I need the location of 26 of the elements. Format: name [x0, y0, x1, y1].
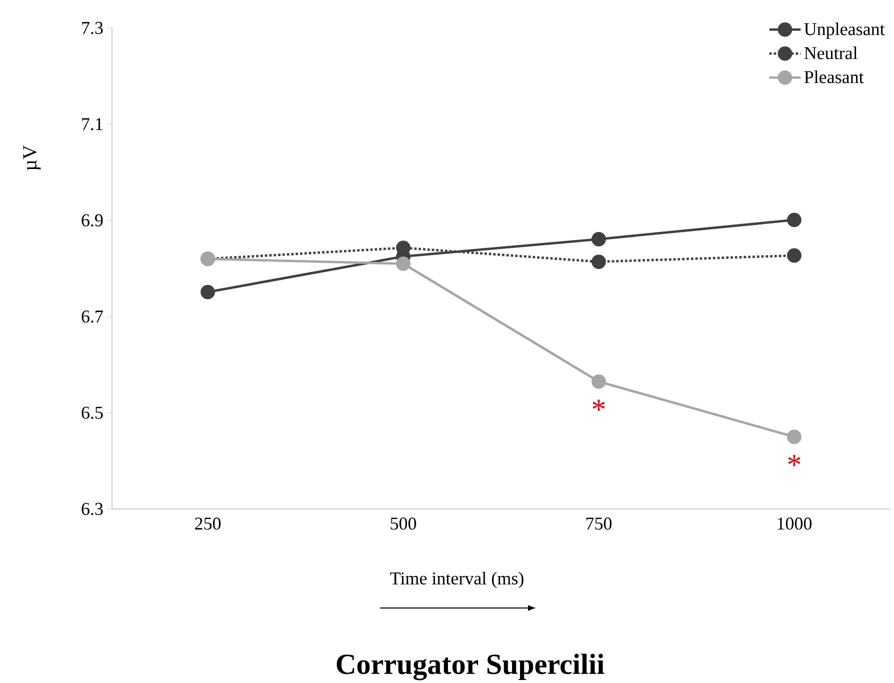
point [787, 212, 802, 228]
point [396, 256, 410, 271]
point [592, 232, 606, 246]
x-tick-label: 500 [390, 518, 416, 530]
y-tick-label: 6.3 [82, 502, 103, 516]
y-tick-label: 6.9 [82, 214, 103, 226]
y-tick-label: 6.5 [82, 406, 103, 419]
point [200, 284, 215, 300]
x-tick-label: 750 [586, 518, 612, 530]
x-axis-title: Time interval (ms) [390, 572, 524, 588]
annotation: * [592, 400, 605, 411]
text: Corrugator Supercilii [336, 654, 604, 680]
point [787, 248, 802, 263]
annotation: * [788, 455, 800, 466]
y-tick-label: 6.7 [82, 310, 103, 323]
legend-label: Neutral [804, 46, 858, 60]
point [592, 254, 606, 269]
x-tick-label: 250 [195, 518, 221, 530]
y-tick-label: 7.1 [82, 118, 102, 130]
legend-label: Pleasant [804, 70, 864, 84]
legend-label: Unpleasant [804, 22, 885, 39]
y-axis-title: µV [23, 145, 41, 170]
y-tick-label: 7.3 [82, 22, 103, 34]
point [787, 430, 802, 444]
x-tick-label: 1000 [778, 518, 812, 530]
point [592, 374, 606, 389]
